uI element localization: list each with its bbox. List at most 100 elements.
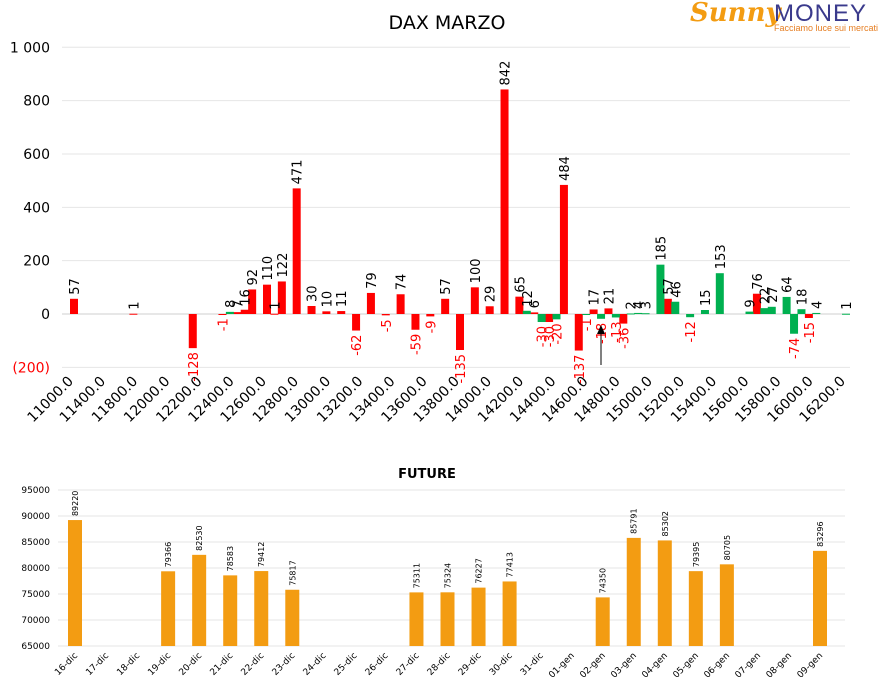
bottom-bars xyxy=(68,520,827,646)
top-bar xyxy=(745,311,754,314)
top-data-label: 11 xyxy=(335,291,350,308)
top-y-tick-label: 800 xyxy=(23,94,50,110)
bottom-data-label: 76227 xyxy=(475,558,484,583)
top-bar xyxy=(426,314,435,317)
top-bar xyxy=(641,313,650,315)
top-data-label: 122 xyxy=(276,253,291,278)
bottom-x-tick-label: 07-gen xyxy=(734,651,763,680)
top-data-label: 30 xyxy=(306,285,321,302)
bottom-bar xyxy=(657,540,672,646)
top-bar xyxy=(582,314,591,315)
top-data-label: 92 xyxy=(246,269,261,286)
top-bar xyxy=(767,306,776,314)
bottom-y-tick-label: 85000 xyxy=(21,538,50,548)
top-bar xyxy=(686,314,695,318)
top-data-label: -36 xyxy=(617,328,632,349)
top-data-label: 842 xyxy=(499,61,514,86)
bottom-bar xyxy=(192,554,207,646)
top-y-axis: 1 000 800 600 400 200 0 (200) xyxy=(10,40,50,376)
top-bar xyxy=(626,313,635,315)
top-data-label: -13 xyxy=(610,321,625,342)
bottom-x-tick-label: 23-dic xyxy=(271,651,298,678)
top-bars xyxy=(70,89,850,351)
top-bar xyxy=(322,311,331,314)
top-data-label: 100 xyxy=(469,259,484,284)
top-data-label: 79 xyxy=(365,272,380,289)
bottom-x-tick-label: 04-gen xyxy=(640,651,669,680)
top-data-label: 110 xyxy=(261,256,276,281)
top-data-label: 1 xyxy=(840,301,855,309)
top-bar xyxy=(752,293,761,314)
bottom-y-tick-label: 65000 xyxy=(21,642,50,652)
bottom-y-tick-label: 80000 xyxy=(21,564,50,574)
top-data-label: 57 xyxy=(662,278,677,295)
top-data-label: 9 xyxy=(744,299,759,307)
bottom-y-tick-label: 70000 xyxy=(21,616,50,626)
bottom-x-tick-label: 08-gen xyxy=(765,651,794,680)
top-bar xyxy=(656,264,665,314)
bottom-x-tick-label: 21-dic xyxy=(209,651,236,678)
top-data-label: 76 xyxy=(751,273,766,290)
top-bar xyxy=(292,188,301,314)
top-data-label: -12 xyxy=(684,321,699,342)
bottom-bar xyxy=(223,575,238,646)
sunny-money-logo: Sunny MONEY Facciamo luce sui mercati xyxy=(688,0,888,36)
bottom-data-label: 80705 xyxy=(723,535,732,560)
top-bar xyxy=(366,292,375,314)
top-data-label: 12 xyxy=(521,290,536,307)
top-bar xyxy=(530,312,539,314)
top-data-label: 15 xyxy=(699,289,714,306)
bottom-x-tick-label: 30-dic xyxy=(488,651,515,678)
top-bar xyxy=(500,89,509,314)
top-bar xyxy=(760,308,769,314)
top-bar xyxy=(240,309,249,314)
bottom-x-tick-label: 31-dic xyxy=(519,651,546,678)
top-bar xyxy=(611,314,620,318)
top-bar xyxy=(604,308,613,314)
top-y-tick-label: 200 xyxy=(23,254,50,270)
top-data-label: 484 xyxy=(558,156,573,181)
bottom-data-labels: 89220 79366 82530 78583 79412 75817 75311 75324… xyxy=(71,491,825,594)
bottom-bar xyxy=(719,564,734,646)
logo-money: MONEY xyxy=(774,0,868,27)
top-data-label: 4 xyxy=(632,301,647,309)
bottom-data-label: 89220 xyxy=(71,491,80,516)
top-bar xyxy=(263,284,271,314)
bottom-y-tick-label: 90000 xyxy=(21,512,50,522)
bottom-x-tick-label: 17-dic xyxy=(84,651,111,678)
bottom-x-tick-label: 06-gen xyxy=(703,651,732,680)
bottom-x-tick-label: 22-dic xyxy=(240,651,267,678)
top-data-label: -137 xyxy=(573,355,588,385)
top-y-tick-label: 400 xyxy=(23,200,50,216)
top-data-label: -9 xyxy=(424,320,439,333)
top-data-label: -20 xyxy=(551,323,566,344)
bottom-bar xyxy=(409,592,424,646)
bottom-x-tick-label: 18-dic xyxy=(115,651,142,678)
top-data-label: 57 xyxy=(68,278,83,295)
top-y-tick-label: (200) xyxy=(12,360,50,376)
bottom-x-tick-label: 16-dic xyxy=(53,651,80,678)
bottom-x-tick-label: 20-dic xyxy=(178,651,205,678)
bottom-bar xyxy=(440,592,455,646)
bottom-data-label: 85791 xyxy=(630,508,639,533)
top-bar xyxy=(522,310,531,314)
bottom-bar xyxy=(68,520,82,646)
logo-tagline: Facciamo luce sui mercati xyxy=(774,23,879,33)
top-data-label: 185 xyxy=(654,236,669,261)
top-bar xyxy=(552,314,561,320)
top-data-label: 74 xyxy=(395,274,410,291)
top-bar xyxy=(782,296,791,314)
top-bar xyxy=(129,313,138,315)
top-bar xyxy=(456,314,464,351)
top-bar xyxy=(537,314,546,323)
top-bar xyxy=(589,309,598,314)
bottom-x-tick-label: 09-gen xyxy=(796,651,825,680)
top-bar xyxy=(515,296,524,314)
top-bar xyxy=(485,306,494,314)
top-bar xyxy=(441,298,450,314)
bottom-data-label: 79412 xyxy=(257,542,266,567)
top-y-tick-label: 600 xyxy=(23,147,50,163)
top-bar xyxy=(597,314,606,319)
bottom-x-tick-label: 24-dic xyxy=(302,651,329,678)
